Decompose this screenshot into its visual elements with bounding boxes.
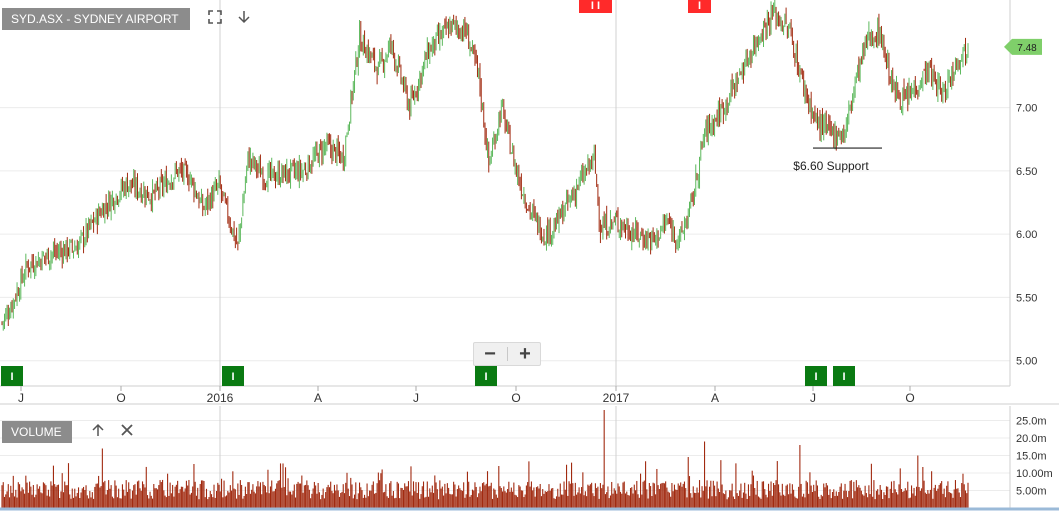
volume-bars bbox=[1, 410, 969, 508]
volume-panel-tag[interactable]: VOLUME bbox=[2, 421, 72, 443]
event-markers: I I I I I I I I bbox=[1, 0, 855, 386]
close-icon[interactable] bbox=[118, 423, 136, 441]
event-marker-box bbox=[579, 0, 612, 13]
event-marker-label: I bbox=[814, 371, 817, 383]
zoom-controls: − + bbox=[473, 342, 541, 366]
zoom-separator bbox=[507, 347, 508, 361]
zoom-out-button[interactable]: − bbox=[484, 343, 496, 365]
event-marker-box bbox=[475, 366, 497, 386]
y-axis-ticks: 5.00 5.50 6.00 6.50 7.00 bbox=[1016, 103, 1037, 368]
x-tick-label: O bbox=[905, 391, 914, 405]
event-marker-box bbox=[222, 366, 244, 386]
event-marker-label: I bbox=[698, 0, 701, 12]
x-tick-label: 2017 bbox=[603, 391, 630, 405]
chart-title-tag[interactable]: SYD.ASX - SYDNEY AIRPORT bbox=[2, 8, 190, 30]
event-marker-label: I bbox=[10, 371, 13, 383]
price-tick-label: 5.50 bbox=[1016, 292, 1037, 304]
price-candles bbox=[1, 0, 969, 331]
event-marker: I bbox=[222, 366, 244, 386]
event-marker: I bbox=[805, 366, 827, 386]
event-marker: I I bbox=[579, 0, 612, 13]
last-price-label: 7.48 bbox=[1017, 43, 1037, 54]
last-price-badge bbox=[1004, 38, 1042, 55]
x-tick-label: J bbox=[413, 391, 419, 405]
price-tick-label: 5.00 bbox=[1016, 356, 1037, 368]
arrow-up-icon[interactable] bbox=[89, 423, 107, 441]
event-marker: I bbox=[688, 0, 711, 13]
price-tick-label: 7.00 bbox=[1016, 103, 1037, 115]
x-tick-label: 2016 bbox=[207, 391, 234, 405]
last-price-tag: 7.48 bbox=[1004, 38, 1042, 55]
event-marker-label: I bbox=[842, 371, 845, 383]
expand-icon[interactable] bbox=[206, 10, 224, 28]
event-marker-box bbox=[833, 366, 855, 386]
volume-tick-label: 15.0m bbox=[1016, 451, 1047, 463]
event-marker-label: I bbox=[231, 371, 234, 383]
price-tick-label: 6.00 bbox=[1016, 229, 1037, 241]
support-annotation: $6.60 Support bbox=[793, 147, 882, 173]
support-label: $6.60 Support bbox=[793, 159, 869, 173]
x-tick-label: A bbox=[314, 391, 322, 405]
volume-tick-label: 10.00m bbox=[1016, 468, 1053, 480]
volume-tick-label: 25.0m bbox=[1016, 416, 1047, 428]
event-marker: I bbox=[833, 366, 855, 386]
x-tick-label: O bbox=[116, 391, 125, 405]
volume-tick-label: 5.00m bbox=[1016, 486, 1047, 498]
event-marker-box bbox=[1, 366, 23, 386]
price-tick-label: 6.50 bbox=[1016, 166, 1037, 178]
zoom-in-button[interactable]: + bbox=[519, 343, 531, 365]
x-tick-label: J bbox=[18, 391, 24, 405]
event-marker-box bbox=[805, 366, 827, 386]
event-marker: I bbox=[475, 366, 497, 386]
x-axis-ticks: J O 2016 A J O 2017 A J O bbox=[18, 386, 915, 405]
event-marker: I bbox=[1, 366, 23, 386]
event-marker-label: I bbox=[484, 371, 487, 383]
volume-tick-label: 20.0m bbox=[1016, 433, 1047, 445]
x-tick-label: J bbox=[810, 391, 816, 405]
event-marker-box bbox=[688, 0, 711, 13]
event-marker-label: I I bbox=[591, 0, 600, 12]
price-gridlines bbox=[0, 0, 1010, 386]
x-tick-label: O bbox=[511, 391, 520, 405]
x-tick-label: A bbox=[711, 391, 719, 405]
arrow-down-icon[interactable] bbox=[235, 10, 253, 28]
volume-y-axis-ticks: 5.00m 10.00m 15.0m 20.0m 25.0m bbox=[1016, 416, 1053, 498]
